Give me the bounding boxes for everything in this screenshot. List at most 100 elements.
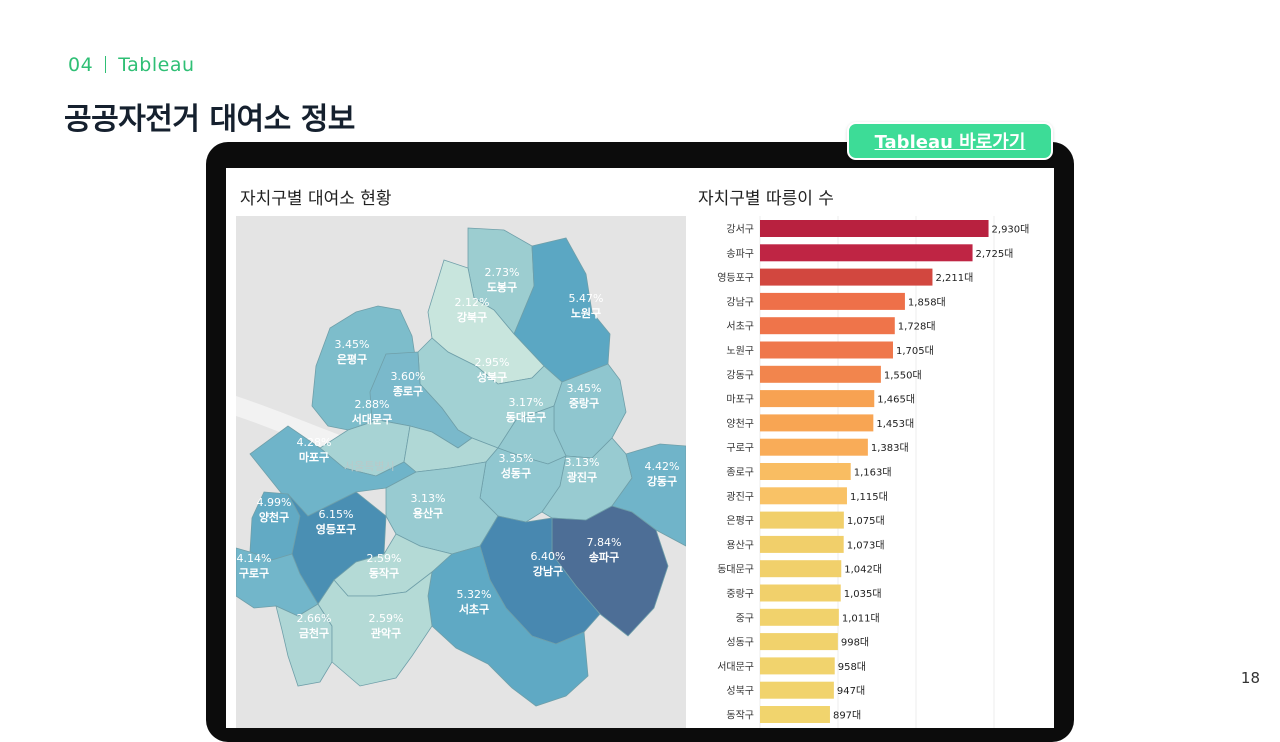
district-pct-label: 2.66% <box>297 612 332 625</box>
bar-category-label: 강서구 <box>726 224 754 236</box>
bar-은평구[interactable] <box>760 511 844 529</box>
bar-category-label: 중랑구 <box>726 588 754 600</box>
bar-value-label: 958대 <box>838 661 866 673</box>
district-name-label: 노원구 <box>571 306 601 320</box>
bar-영등포구[interactable] <box>760 268 933 286</box>
district-pct-label: 3.60% <box>391 370 426 383</box>
bar-value-label: 1,075대 <box>847 515 885 527</box>
district-pct-label: 2.73% <box>485 266 520 279</box>
district-name-label: 동작구 <box>369 566 399 580</box>
district-name-label: 중랑구 <box>569 397 599 410</box>
district-name-label: 성북구 <box>477 370 507 384</box>
bar-category-label: 광진구 <box>726 491 754 503</box>
district-name-label: 동대문구 <box>506 410 546 424</box>
bar-category-label: 동작구 <box>726 710 754 722</box>
bar-동대문구[interactable] <box>760 560 842 578</box>
bar-value-label: 2,930대 <box>992 224 1030 236</box>
district-pct-label: 2.12% <box>455 296 490 309</box>
bar-value-label: 1,042대 <box>844 564 882 576</box>
bar-category-label: 성북구 <box>726 685 754 697</box>
district-name-label: 금천구 <box>299 626 329 640</box>
bar-value-label: 1,705대 <box>896 345 934 357</box>
bar-노원구[interactable] <box>760 341 893 359</box>
district-name-label: 성동구 <box>501 466 531 480</box>
bar-category-label: 송파구 <box>726 248 754 260</box>
district-name-label: 마포구 <box>299 450 329 464</box>
section-number: 04 <box>68 54 94 76</box>
bar-성동구[interactable] <box>760 633 838 651</box>
section-name: Tableau <box>118 54 195 76</box>
bar-value-label: 1,163대 <box>854 467 892 479</box>
bar-송파구[interactable] <box>760 244 973 262</box>
district-pct-label: 2.88% <box>355 398 390 411</box>
district-pct-label: 7.84% <box>587 536 622 549</box>
bar-광진구[interactable] <box>760 487 847 505</box>
district-gwanak[interactable] <box>317 571 433 687</box>
bar-양천구[interactable] <box>760 414 874 432</box>
bar-category-label: 마포구 <box>726 394 754 406</box>
bar-value-label: 1,011대 <box>842 612 880 624</box>
district-pct-label: 5.32% <box>457 588 492 601</box>
bar-서대문구[interactable] <box>760 657 835 675</box>
tableau-dashboard: 자치구별 대여소 현황 자치구별 따릉이 수 <box>226 168 1054 728</box>
district-pct-label: 2.59% <box>367 552 402 565</box>
map-panel-title: 자치구별 대여소 현황 <box>240 189 392 209</box>
bar-성북구[interactable] <box>760 681 834 699</box>
district-seocho[interactable] <box>427 545 589 707</box>
bar-category-label: 성동구 <box>726 637 754 649</box>
bar-category-label: 구로구 <box>726 443 754 454</box>
bar-category-label: 영등포구 <box>717 272 754 284</box>
bar-강서구[interactable] <box>760 220 989 237</box>
district-name-label: 도봉구 <box>487 281 517 294</box>
district-pct-label: 2.95% <box>475 356 510 369</box>
map-background-label: 서울특별시 <box>344 460 395 473</box>
district-pct-label: 3.45% <box>567 382 602 395</box>
district-pct-label: 4.28% <box>297 436 332 449</box>
bar-마포구[interactable] <box>760 390 875 408</box>
bar-구로구[interactable] <box>760 438 868 456</box>
bar-value-label: 1,465대 <box>877 394 915 406</box>
bar-category-label: 동대문구 <box>717 564 754 576</box>
page-title: 공공자전거 대여소 정보 <box>64 102 355 137</box>
bar-서초구[interactable] <box>760 317 895 335</box>
district-name-label: 구로구 <box>239 567 269 580</box>
district-pct-label: 3.17% <box>509 396 544 409</box>
bar-category-label: 서초구 <box>726 321 754 333</box>
district-pct-label: 3.35% <box>499 452 534 465</box>
page-number: 18 <box>1240 669 1260 687</box>
bar-panel-title: 자치구별 따릉이 수 <box>698 189 834 209</box>
bar-category-label: 은평구 <box>726 515 754 527</box>
bar-동작구[interactable] <box>760 706 830 723</box>
bar-중랑구[interactable] <box>760 584 841 602</box>
bar-강남구[interactable] <box>760 292 905 310</box>
district-pct-label: 4.42% <box>645 460 680 473</box>
bar-category-label: 중구 <box>736 612 754 624</box>
district-pct-label: 4.99% <box>257 496 292 509</box>
district-pct-label: 3.45% <box>335 338 370 351</box>
seoul-district-map[interactable]: 서울특별시 2.73% 도봉구 5.47% 노원구 2.12% 강북구 3.45% 은평구 2.… <box>236 216 686 728</box>
bar-value-label: 2,725대 <box>976 248 1014 260</box>
bar-value-label: 1,383대 <box>871 442 909 454</box>
bike-count-bar-chart[interactable]: 강서구 2,930대 송파구 2,725대 영등포구 2,211대 강남구 1,858대 서초구… <box>686 216 1054 728</box>
tableau-link-button[interactable]: Tableau 바로가기 <box>847 122 1053 160</box>
district-name-label: 송파구 <box>589 550 619 564</box>
bar-value-label: 1,035대 <box>844 588 882 600</box>
bar-value-label: 2,211대 <box>935 272 973 284</box>
bar-종로구[interactable] <box>760 463 851 480</box>
bar-용산구[interactable] <box>760 535 844 553</box>
section-header: 04 Tableau <box>68 54 195 76</box>
district-name-label: 종로구 <box>393 385 423 398</box>
district-pct-label: 3.13% <box>411 492 446 505</box>
bar-강동구[interactable] <box>760 365 881 383</box>
bar-category-label: 노원구 <box>726 345 754 357</box>
district-pct-label: 6.15% <box>319 508 354 521</box>
bar-value-label: 1,453대 <box>876 418 914 430</box>
district-name-label: 은평구 <box>337 352 367 366</box>
district-geumcheon[interactable] <box>275 603 333 687</box>
bar-value-label: 1,073대 <box>847 539 885 551</box>
bar-category-label: 용산구 <box>726 539 754 551</box>
bar-중구[interactable] <box>760 608 839 626</box>
